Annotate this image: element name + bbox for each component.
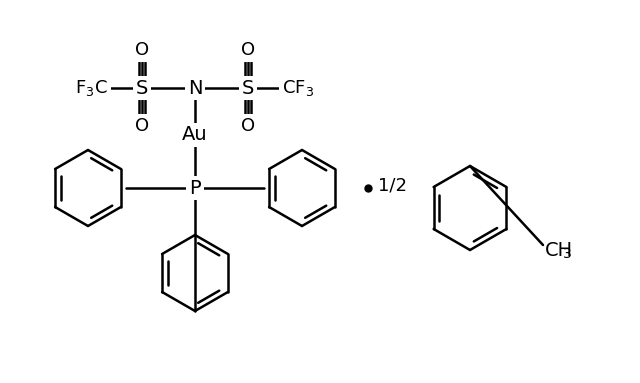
Text: CH: CH <box>545 241 573 260</box>
Text: N: N <box>188 79 202 98</box>
Text: 1/2: 1/2 <box>378 177 407 195</box>
Text: F$_3$C: F$_3$C <box>76 78 108 98</box>
Text: Au: Au <box>182 126 208 144</box>
Text: P: P <box>189 178 201 198</box>
Text: O: O <box>135 41 149 59</box>
Text: O: O <box>241 117 255 135</box>
Text: O: O <box>135 117 149 135</box>
Text: 3: 3 <box>563 247 572 261</box>
Text: S: S <box>242 79 254 98</box>
Text: O: O <box>241 41 255 59</box>
Text: CF$_3$: CF$_3$ <box>282 78 314 98</box>
Text: S: S <box>136 79 148 98</box>
